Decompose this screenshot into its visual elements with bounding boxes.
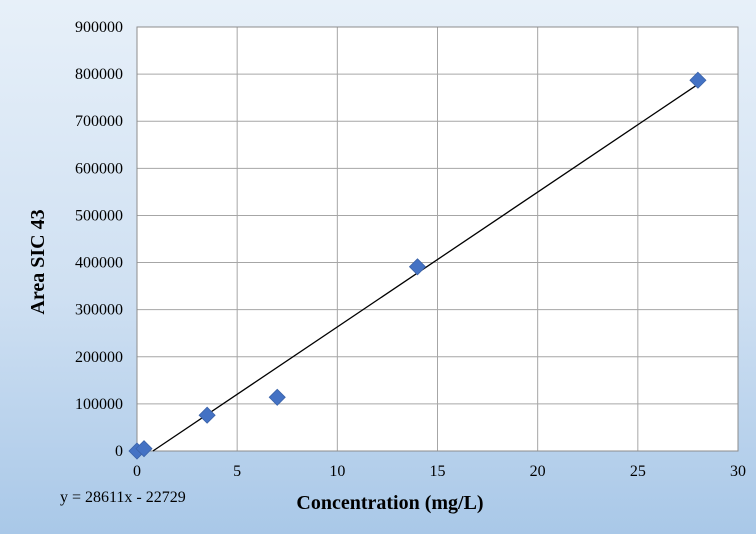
data-point-marker — [408, 258, 427, 276]
y-tick-label: 800000 — [75, 66, 123, 83]
y-axis-title: Area SIC 43 — [27, 209, 49, 314]
y-tick-label: 200000 — [75, 349, 123, 366]
data-point-marker — [198, 406, 216, 424]
trendline-equation: y = 28611x - 22729 — [60, 489, 186, 506]
y-tick-label: 900000 — [75, 19, 123, 36]
data-point-marker — [135, 440, 153, 458]
linear-trendline — [152, 83, 699, 452]
x-tick-label: 5 — [233, 463, 241, 480]
x-tick-label: 10 — [329, 463, 345, 480]
plot-border — [136, 26, 739, 452]
y-tick-label: 400000 — [75, 255, 123, 272]
y-tick-label: 300000 — [75, 302, 123, 319]
x-tick-label: 30 — [730, 463, 746, 480]
data-points — [128, 71, 707, 460]
x-tick-label: 0 — [133, 463, 141, 480]
x-tick-label: 20 — [530, 463, 546, 480]
y-tick-labels: 0 100000 200000 300000 400000 500000 600000 700… — [75, 19, 123, 460]
trendline-layer — [152, 83, 699, 452]
y-tick-label: 100000 — [75, 396, 123, 413]
data-point-marker — [268, 388, 286, 406]
x-tick-label: 25 — [630, 463, 646, 480]
gridlines — [136, 26, 739, 452]
x-tick-label: 15 — [430, 463, 446, 480]
y-tick-label: 700000 — [75, 113, 123, 130]
y-tick-label: 600000 — [75, 160, 123, 177]
data-point-marker — [689, 71, 707, 89]
y-tick-label: 0 — [115, 443, 123, 460]
y-tick-label: 500000 — [75, 207, 123, 224]
x-axis-title: Concentration (mg/L) — [296, 492, 483, 514]
x-tick-labels: 0 5 10 15 20 25 30 — [133, 463, 746, 480]
